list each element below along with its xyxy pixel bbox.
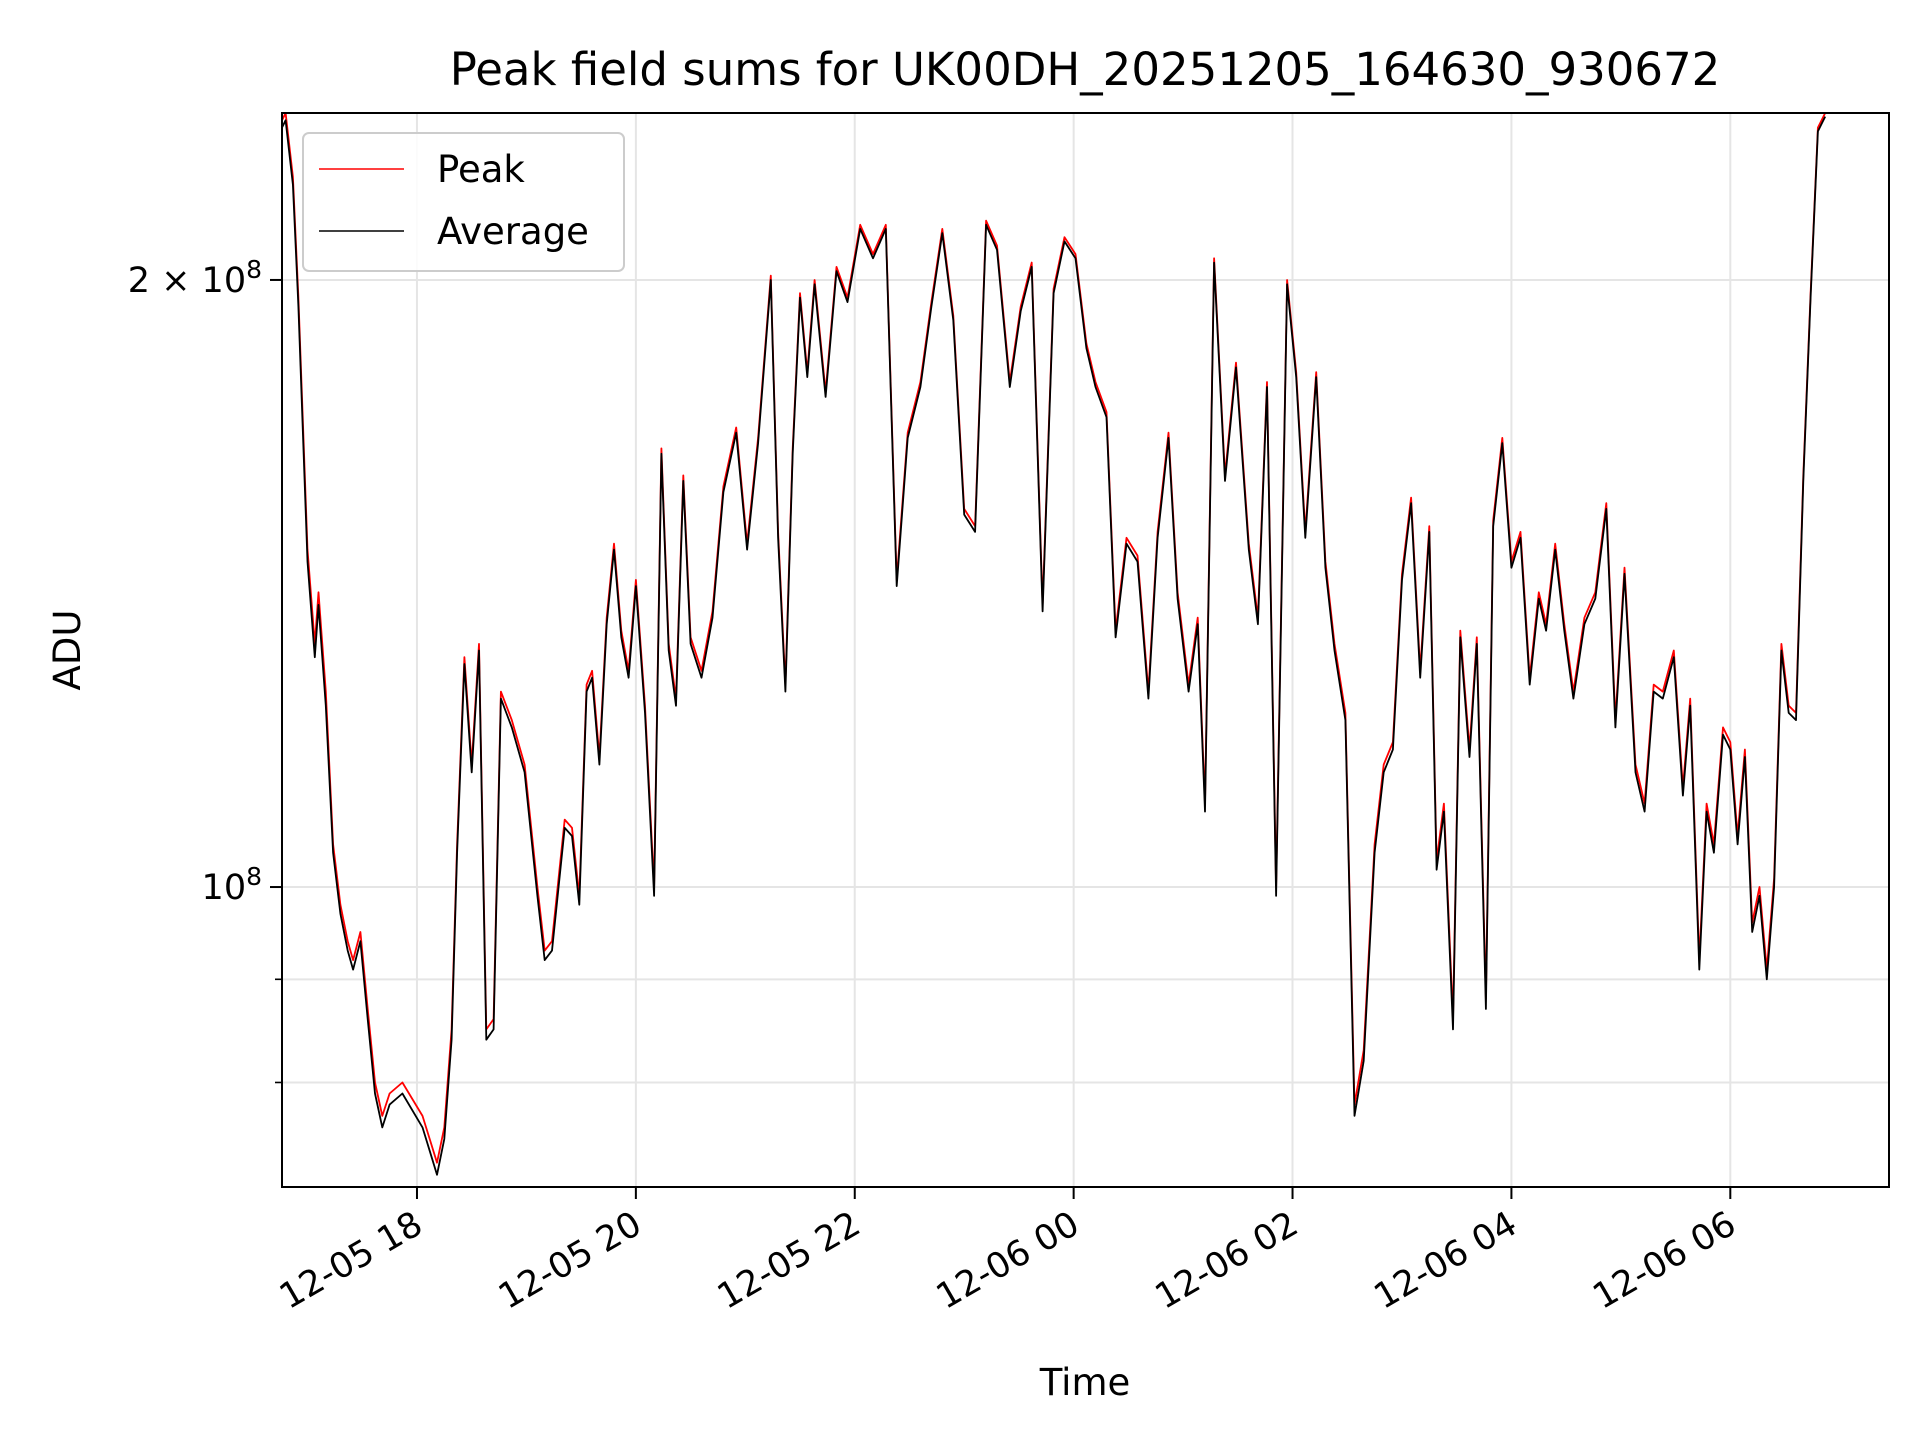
plot-area-frame [281,112,1890,1188]
y-tick-label: 2 × 108 [128,255,262,301]
data-series [281,112,1827,1176]
legend-label-average: Average [437,210,589,253]
grid-lines [282,113,1889,1187]
x-axis-label: Time [1039,1361,1131,1404]
legend-label-peak: Peak [437,148,525,191]
series-line-average [281,116,1827,1176]
legend-box [302,132,625,272]
legend: Peak Average [302,132,625,272]
y-axis-label: ADU [46,610,89,691]
chart-title: Peak field sums for UK00DH_20251205_1646… [450,43,1721,96]
